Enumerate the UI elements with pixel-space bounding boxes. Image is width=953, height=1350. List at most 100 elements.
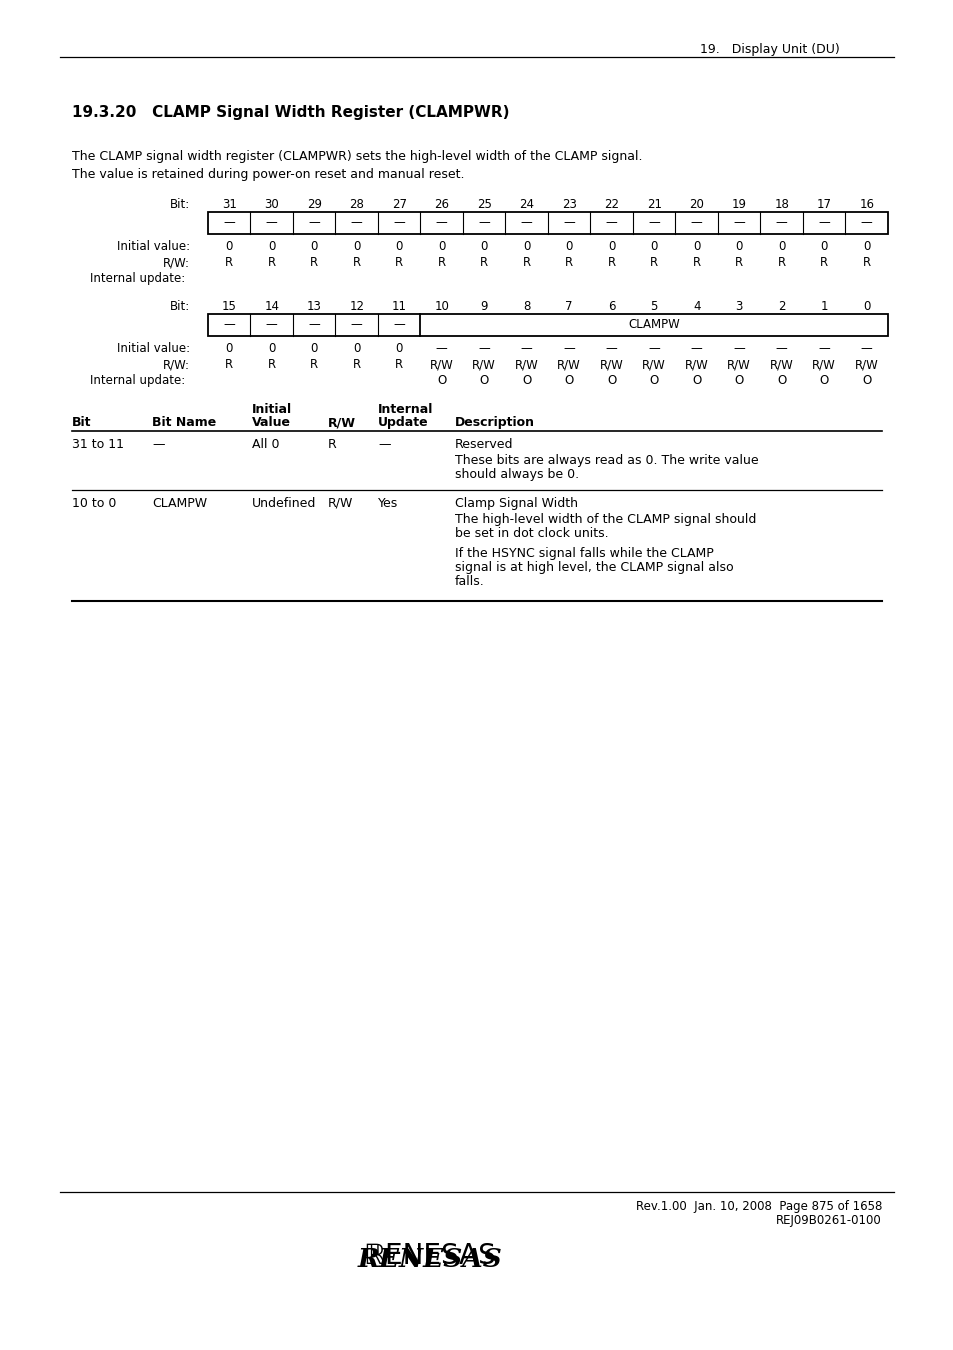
Text: 23: 23 bbox=[561, 198, 576, 211]
Text: 30: 30 bbox=[264, 198, 279, 211]
Text: 0: 0 bbox=[650, 240, 658, 252]
Text: These bits are always read as 0. The write value: These bits are always read as 0. The wri… bbox=[455, 454, 758, 467]
Text: O: O bbox=[606, 374, 616, 387]
Text: 0: 0 bbox=[480, 240, 487, 252]
Text: —: — bbox=[775, 216, 787, 230]
Text: R: R bbox=[692, 256, 700, 269]
Text: R: R bbox=[268, 256, 275, 269]
Text: The CLAMP signal width register (CLAMPWR) sets the high-level width of the CLAMP: The CLAMP signal width register (CLAMPWR… bbox=[71, 150, 641, 163]
Text: —: — bbox=[605, 342, 617, 355]
Text: —: — bbox=[563, 342, 575, 355]
Text: R/W: R/W bbox=[430, 358, 453, 371]
Text: 0: 0 bbox=[778, 240, 784, 252]
Text: —: — bbox=[690, 216, 702, 230]
Text: 19.   Display Unit (DU): 19. Display Unit (DU) bbox=[700, 43, 839, 55]
Text: R/W: R/W bbox=[328, 416, 355, 429]
Text: 0: 0 bbox=[395, 240, 402, 252]
Text: R/W: R/W bbox=[515, 358, 538, 371]
Text: O: O bbox=[691, 374, 700, 387]
Text: —: — bbox=[818, 216, 829, 230]
Text: O: O bbox=[479, 374, 488, 387]
Text: 28: 28 bbox=[349, 198, 364, 211]
Text: O: O bbox=[436, 374, 446, 387]
Text: Initial value:: Initial value: bbox=[117, 342, 190, 355]
Text: —: — bbox=[520, 216, 532, 230]
Text: R: R bbox=[353, 358, 360, 371]
Text: R: R bbox=[564, 256, 573, 269]
Text: If the HSYNC signal falls while the CLAMP: If the HSYNC signal falls while the CLAM… bbox=[455, 547, 713, 560]
Text: Bit Name: Bit Name bbox=[152, 416, 216, 429]
Text: —: — bbox=[436, 216, 447, 230]
Text: All 0: All 0 bbox=[252, 437, 279, 451]
Text: R/W: R/W bbox=[769, 358, 793, 371]
Text: R: R bbox=[862, 256, 870, 269]
Text: R: R bbox=[650, 256, 658, 269]
Text: R/W: R/W bbox=[599, 358, 623, 371]
Text: R: R bbox=[437, 256, 445, 269]
Text: —: — bbox=[351, 319, 362, 332]
Text: CLAMPW: CLAMPW bbox=[152, 497, 207, 510]
Text: Bit:: Bit: bbox=[170, 198, 190, 211]
Text: 4: 4 bbox=[692, 300, 700, 313]
Text: —: — bbox=[393, 216, 405, 230]
Text: R: R bbox=[268, 358, 275, 371]
Text: 6: 6 bbox=[607, 300, 615, 313]
Text: 27: 27 bbox=[392, 198, 406, 211]
Text: —: — bbox=[266, 216, 277, 230]
Text: —: — bbox=[733, 216, 744, 230]
Text: R: R bbox=[310, 358, 318, 371]
Text: R: R bbox=[607, 256, 616, 269]
Text: —: — bbox=[520, 342, 532, 355]
Text: 29: 29 bbox=[307, 198, 321, 211]
Text: 24: 24 bbox=[518, 198, 534, 211]
Text: 31: 31 bbox=[222, 198, 236, 211]
Text: signal is at high level, the CLAMP signal also: signal is at high level, the CLAMP signa… bbox=[455, 562, 733, 574]
Text: 0: 0 bbox=[692, 240, 700, 252]
Text: Value: Value bbox=[252, 416, 291, 429]
Text: 0: 0 bbox=[820, 240, 827, 252]
Text: R/W: R/W bbox=[726, 358, 750, 371]
Text: —: — bbox=[152, 437, 164, 451]
Text: O: O bbox=[564, 374, 574, 387]
Text: 21: 21 bbox=[646, 198, 661, 211]
Text: R/W: R/W bbox=[684, 358, 708, 371]
Text: 31 to 11: 31 to 11 bbox=[71, 437, 124, 451]
Text: O: O bbox=[649, 374, 659, 387]
Text: 10 to 0: 10 to 0 bbox=[71, 497, 116, 510]
Text: Undefined: Undefined bbox=[252, 497, 316, 510]
Text: 0: 0 bbox=[437, 240, 445, 252]
Text: Initial value:: Initial value: bbox=[117, 240, 190, 252]
Text: R: R bbox=[522, 256, 530, 269]
Text: Rev.1.00  Jan. 10, 2008  Page 875 of 1658: Rev.1.00 Jan. 10, 2008 Page 875 of 1658 bbox=[635, 1200, 882, 1214]
Text: REJ09B0261-0100: REJ09B0261-0100 bbox=[776, 1214, 882, 1227]
Text: 18: 18 bbox=[774, 198, 788, 211]
Text: The value is retained during power-on reset and manual reset.: The value is retained during power-on re… bbox=[71, 167, 464, 181]
Text: R: R bbox=[353, 256, 360, 269]
Text: 3: 3 bbox=[735, 300, 742, 313]
Text: —: — bbox=[733, 342, 744, 355]
Text: Internal update:: Internal update: bbox=[90, 374, 185, 387]
Text: R/W: R/W bbox=[812, 358, 835, 371]
Text: —: — bbox=[266, 319, 277, 332]
Text: R/W: R/W bbox=[557, 358, 580, 371]
Text: falls.: falls. bbox=[455, 575, 484, 589]
Text: —: — bbox=[377, 437, 390, 451]
Text: —: — bbox=[860, 342, 872, 355]
Text: 13: 13 bbox=[307, 300, 321, 313]
Text: —: — bbox=[477, 216, 490, 230]
Text: 0: 0 bbox=[735, 240, 742, 252]
Text: —: — bbox=[351, 216, 362, 230]
Text: 22: 22 bbox=[603, 198, 618, 211]
Text: be set in dot clock units.: be set in dot clock units. bbox=[455, 526, 608, 540]
Text: 0: 0 bbox=[225, 240, 233, 252]
Text: —: — bbox=[308, 216, 320, 230]
Text: 11: 11 bbox=[392, 300, 406, 313]
Text: R: R bbox=[777, 256, 785, 269]
Text: —: — bbox=[818, 342, 829, 355]
Text: 2: 2 bbox=[778, 300, 784, 313]
Text: —: — bbox=[223, 216, 234, 230]
Text: 26: 26 bbox=[434, 198, 449, 211]
Text: R: R bbox=[310, 256, 318, 269]
Text: R/W: R/W bbox=[472, 358, 496, 371]
Text: R: R bbox=[479, 256, 488, 269]
